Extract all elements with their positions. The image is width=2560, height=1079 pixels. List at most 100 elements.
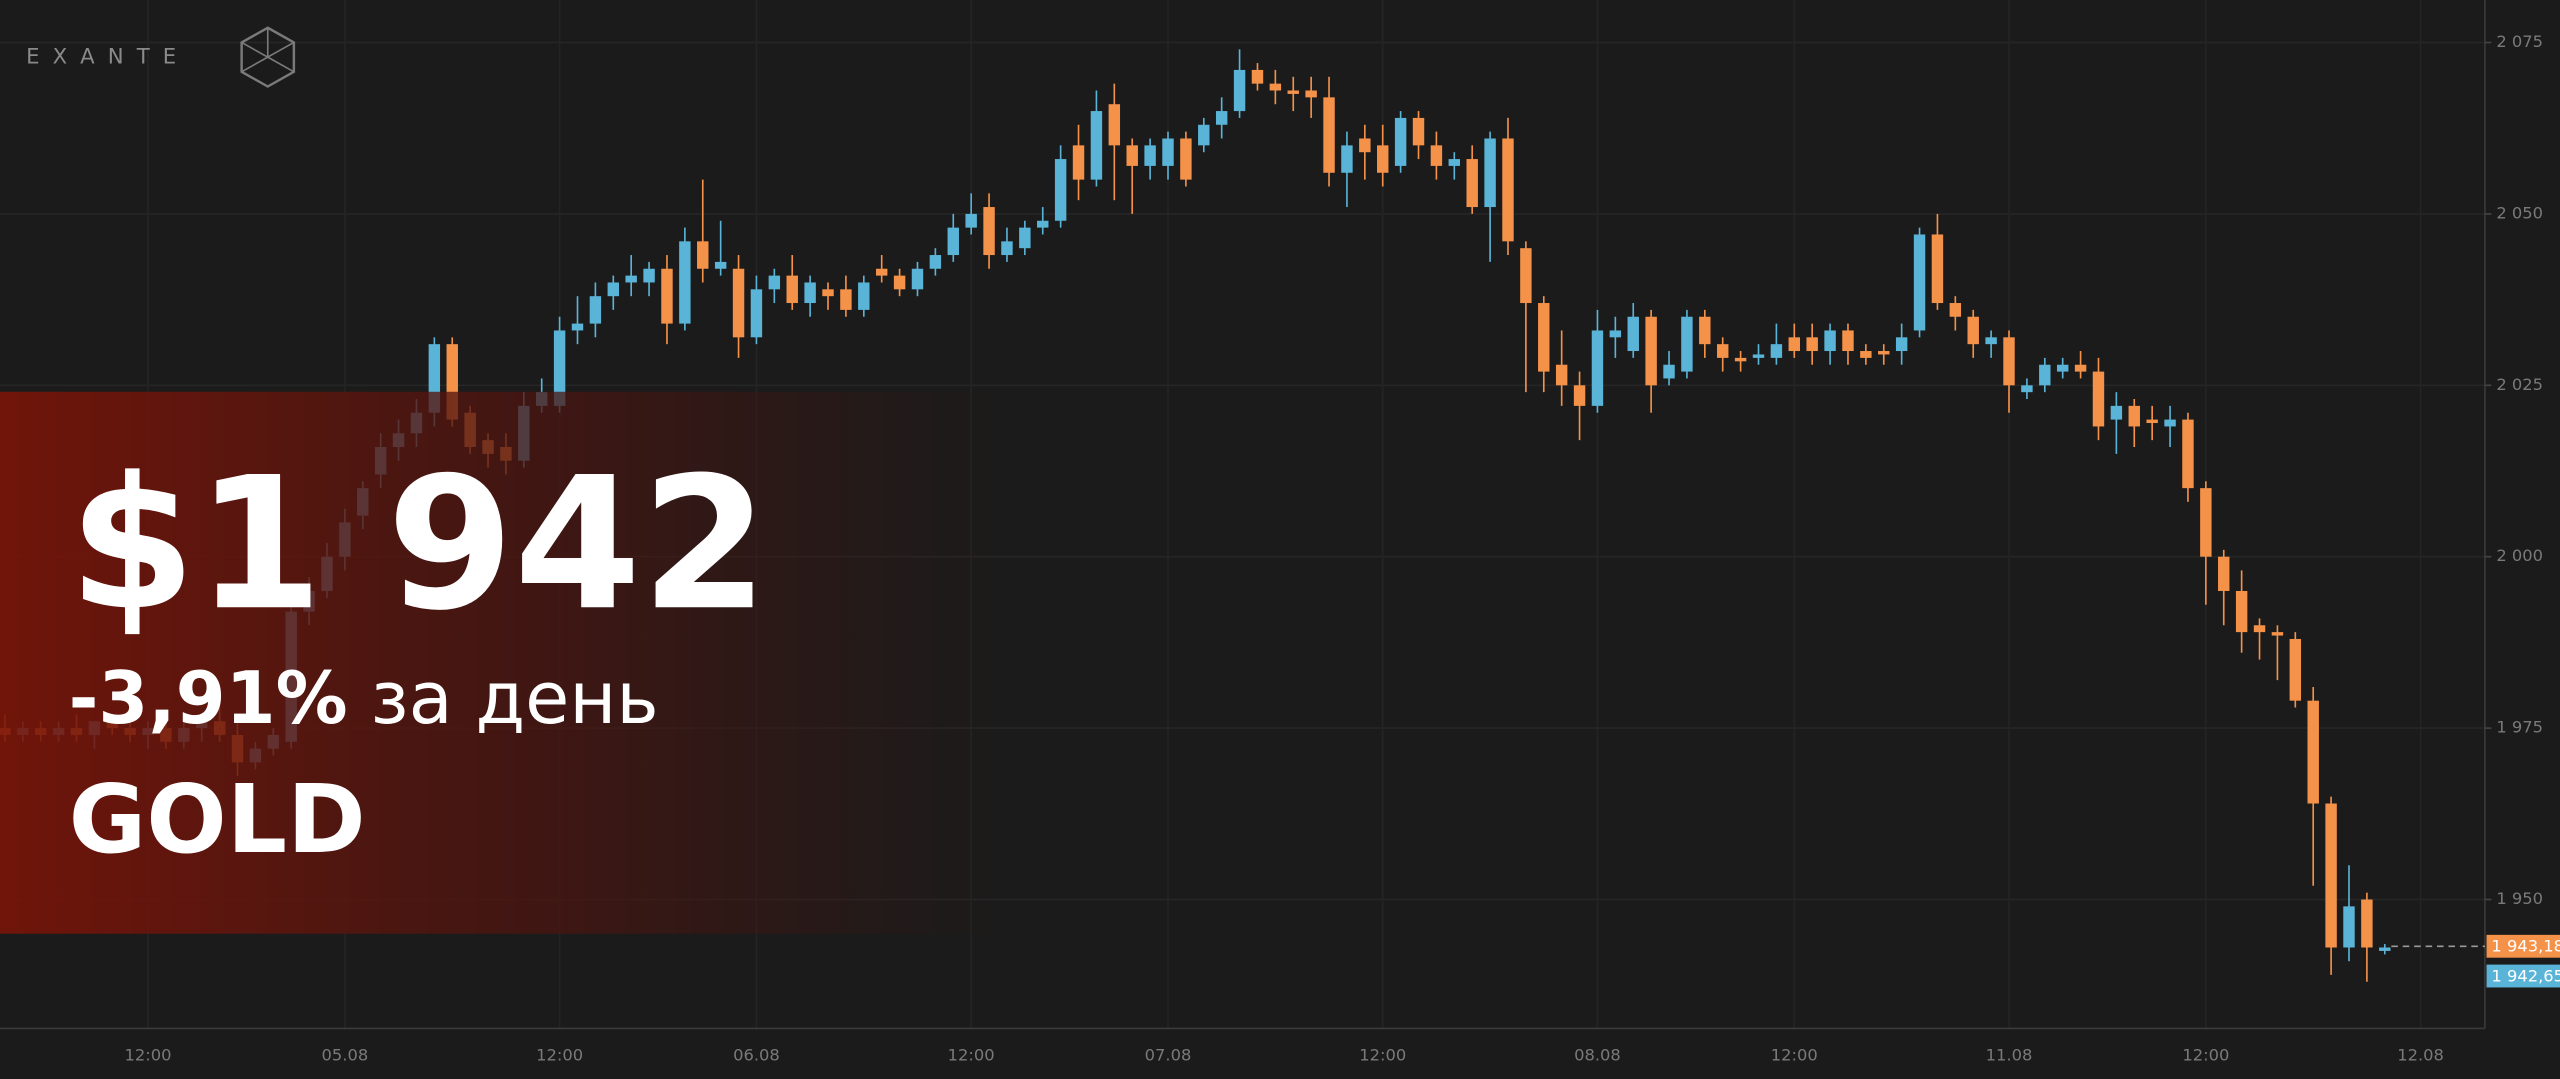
logo-icon-lines	[241, 27, 295, 73]
candle-body	[2307, 700, 2319, 804]
candle-body	[1555, 364, 1568, 386]
candle-body	[1215, 111, 1228, 125]
last-price-label: 1 942,65	[2491, 966, 2560, 985]
last-price-badge	[2486, 934, 2560, 958]
candle-body	[643, 268, 655, 283]
y-tick-label: 1 950	[2496, 889, 2543, 908]
candle-body	[1001, 241, 1013, 256]
logo: EXANTE	[26, 26, 296, 88]
candle-body	[1824, 330, 1836, 352]
candles	[0, 49, 2391, 982]
candle-body	[858, 282, 870, 310]
candle-body	[929, 255, 942, 269]
candle-body	[2164, 419, 2176, 427]
y-tick-label: 2 000	[2496, 546, 2543, 565]
candle-body	[661, 268, 673, 324]
y-tick-label: 1 975	[2496, 718, 2543, 737]
candle-body	[1466, 159, 1478, 208]
candle-body	[1412, 117, 1425, 146]
candle-body	[1573, 385, 1586, 406]
candle-body	[2379, 947, 2391, 951]
candle-body	[2182, 419, 2194, 489]
logo-text: EXANTE	[26, 45, 189, 70]
candle-body	[1770, 344, 1783, 358]
y-tick-label: 2 050	[2496, 203, 2543, 222]
candle-body	[1895, 337, 1908, 352]
candle-body	[2361, 899, 2373, 948]
candle-body	[2128, 405, 2140, 427]
candle-body	[2343, 906, 2355, 948]
candle-body	[1520, 248, 1532, 304]
candle-body	[589, 296, 602, 324]
candle-body	[965, 213, 977, 228]
candle-body	[553, 330, 566, 406]
y-tick-label: 2 075	[2496, 32, 2543, 51]
candle-body	[714, 261, 727, 269]
candle-body	[2200, 488, 2212, 557]
candle-body	[1681, 316, 1693, 372]
candle-body	[1144, 145, 1156, 166]
candle-body	[1538, 303, 1550, 372]
candle-body	[732, 268, 745, 338]
candle-body	[1842, 330, 1854, 352]
price-headline: $1 942	[69, 438, 769, 651]
candle-body	[1394, 117, 1407, 166]
candle-body	[1430, 145, 1443, 166]
candle-body	[1448, 159, 1461, 166]
candle-body	[2146, 419, 2158, 424]
candle-body	[1502, 138, 1514, 242]
candle-body	[1126, 145, 1138, 166]
candle-body	[1484, 138, 1496, 208]
candle-body	[893, 275, 906, 290]
candle-body	[1377, 145, 1389, 173]
candle-body	[1251, 69, 1264, 84]
candle-body	[1180, 138, 1192, 180]
candle-body	[625, 275, 637, 283]
x-tick-label: 12.08	[2397, 1046, 2444, 1065]
x-tick-label: 12:00	[1771, 1046, 1818, 1065]
candle-body	[2235, 590, 2248, 633]
candle-body	[768, 275, 781, 290]
candle-body	[1985, 337, 1997, 345]
x-tick-label: 12:00	[125, 1046, 172, 1065]
x-tick-label: 12:00	[1359, 1046, 1406, 1065]
x-tick-label: 06.08	[733, 1046, 780, 1065]
candle-body	[786, 275, 798, 304]
candle-body	[1627, 316, 1639, 352]
candle-body	[822, 289, 834, 297]
last-price-label: 1 943,18	[2491, 937, 2560, 956]
candle-body	[1359, 138, 1371, 153]
last-price-badge	[2486, 964, 2560, 988]
candle-body	[2056, 364, 2069, 372]
candle-body	[1913, 234, 1926, 331]
candle-body	[1860, 351, 1872, 358]
candle-body	[571, 323, 584, 331]
candle-body	[1806, 337, 1818, 352]
candle-body	[679, 241, 691, 324]
candle-body	[1198, 124, 1210, 146]
candle-body	[983, 207, 995, 256]
x-tick-label: 07.08	[1145, 1046, 1192, 1065]
candle-body	[750, 289, 763, 338]
candle-body	[2092, 371, 2105, 427]
candle-body	[2074, 364, 2087, 372]
candle-body	[428, 344, 441, 413]
asset-name: GOLD	[69, 765, 366, 875]
candle-body	[1019, 227, 1031, 249]
candle-body	[1090, 111, 1103, 180]
candle-body	[1788, 337, 1800, 352]
candle-body	[697, 241, 709, 269]
change-suffix: за день	[370, 656, 658, 740]
candle-body	[1591, 330, 1604, 406]
candle-body	[1716, 344, 1729, 358]
candle-body	[1072, 145, 1085, 180]
candle-body	[1752, 354, 1765, 358]
candle-body	[2021, 385, 2033, 393]
candle-body	[1269, 83, 1282, 91]
candle-body	[1287, 90, 1299, 94]
candle-body	[446, 344, 458, 420]
candle-body	[2003, 337, 2015, 386]
candle-body	[1645, 316, 1657, 386]
